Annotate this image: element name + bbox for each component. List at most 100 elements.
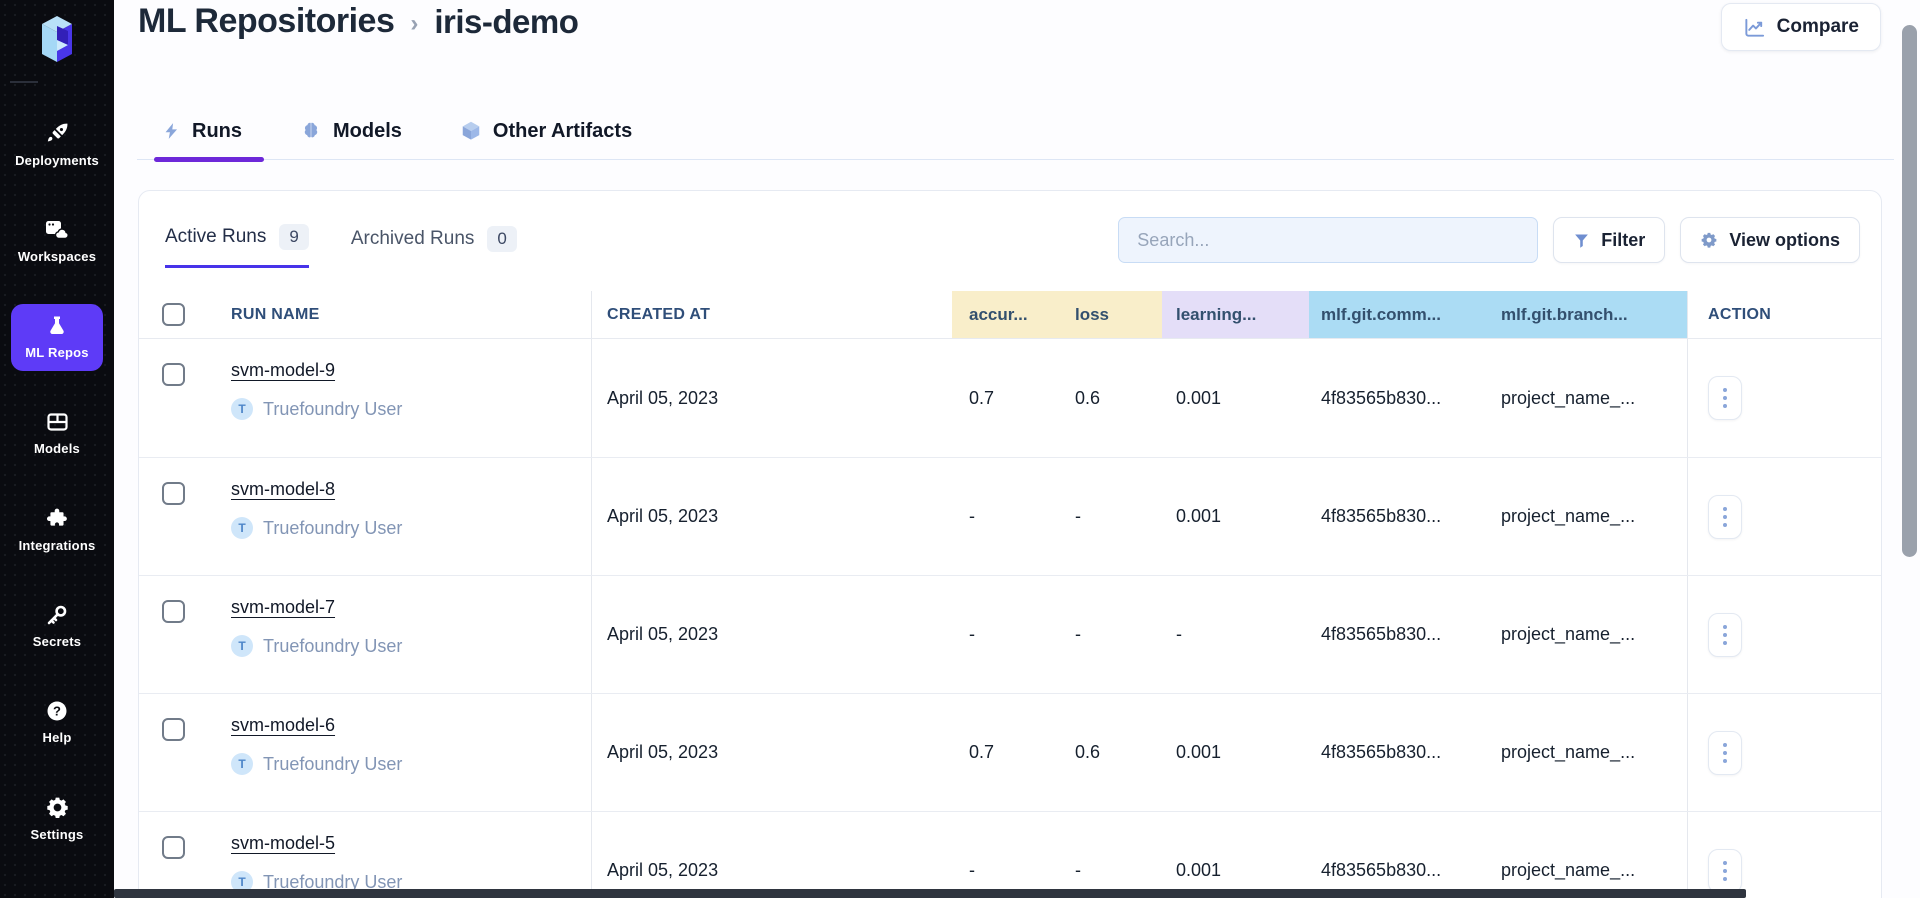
tab-runs[interactable]: Runs [154,102,264,162]
runs-toolbar: Active Runs 9 Archived Runs 0 Filter [139,191,1881,291]
git-commit-cell: 4f83565b830... [1321,387,1442,408]
truefoundry-logo[interactable] [28,12,86,71]
loss-cell: 0.6 [1075,387,1101,408]
row-actions-button[interactable] [1708,730,1742,775]
key-icon [47,605,67,625]
git-branch-cell: project_name_... [1501,742,1636,762]
ellipsis-icon [1723,742,1727,747]
run-name-link[interactable]: svm-model-6 [231,715,336,735]
filter-button[interactable]: Filter [1553,217,1666,263]
flask-icon [50,316,64,334]
created-at-cell: April 05, 2023 [607,624,719,644]
run-name-link[interactable]: svm-model-7 [231,597,336,617]
accuracy-cell: 0.7 [969,387,995,408]
table-row: svm-model-5 T Truefoundry User April 05,… [139,811,1881,898]
table-body: svm-model-9 T Truefoundry User April 05,… [139,339,1881,898]
toolbar-actions: Filter View options [1118,217,1860,263]
user-name: Truefoundry User [263,398,403,419]
sidebar-item-workspaces[interactable]: Workspaces [11,208,103,275]
sidebar-item-label: Secrets [32,634,82,649]
run-name-link[interactable]: svm-model-5 [231,833,336,853]
run-owner: T Truefoundry User [231,517,402,539]
sidebar-item-integrations[interactable]: Integrations [11,496,103,564]
archived-runs-count-badge: 0 [487,225,517,252]
breadcrumb-root[interactable]: ML Repositories [138,2,395,40]
sidebar-nav: Deployments Workspaces ML Repos Mod [0,111,114,882]
git-branch-cell: project_name_... [1501,387,1636,408]
sidebar-item-ml-repos[interactable]: ML Repos [11,304,103,371]
run-owner: T Truefoundry User [231,398,402,420]
subtab-label: Archived Runs [350,227,475,249]
sidebar-item-secrets[interactable]: Secrets [11,593,103,660]
breadcrumb-separator-icon: › [410,9,419,37]
gear-icon [46,797,68,819]
run-name-link[interactable]: svm-model-8 [231,479,336,499]
git-commit-cell: 4f83565b830... [1321,506,1442,526]
svg-text:?: ? [53,704,61,719]
column-header-accuracy[interactable]: accur... [969,304,1028,324]
ellipsis-icon [1723,506,1727,511]
subtab-active-runs[interactable]: Active Runs 9 [165,224,309,268]
sidebar-item-deployments[interactable]: Deployments [11,111,103,179]
vertical-scrollbar-thumb[interactable] [1902,25,1917,557]
column-header-loss[interactable]: loss [1075,304,1110,324]
row-actions-button[interactable] [1708,848,1742,893]
table-row: svm-model-7 T Truefoundry User April 05,… [139,575,1881,693]
sidebar-item-label: Settings [30,827,84,842]
user-avatar: T [231,517,253,539]
column-header-run-name[interactable]: RUN NAME [231,305,320,323]
row-actions-button[interactable] [1708,494,1742,539]
user-name: Truefoundry User [263,517,403,538]
search-input[interactable] [1118,217,1539,263]
column-header-action: ACTION [1708,305,1772,323]
ellipsis-icon [1723,624,1727,629]
sidebar-item-help[interactable]: ? Help [11,689,103,756]
filter-button-label: Filter [1601,229,1646,250]
column-header-learning-rate[interactable]: learning... [1176,304,1257,324]
tab-label: Other Artifacts [492,120,633,142]
run-subtabs: Active Runs 9 Archived Runs 0 [160,217,517,268]
sidebar-item-label: Workspaces [17,249,97,264]
learning-rate-cell: - [1176,624,1182,644]
column-header-created-at[interactable]: CREATED AT [607,305,711,323]
runs-table: RUN NAME CREATED AT accur... loss learni… [139,291,1881,898]
question-icon: ? [47,701,67,721]
learning-rate-cell: 0.001 [1176,860,1222,880]
horizontal-scrollbar-thumb[interactable] [114,889,1746,898]
select-all-checkbox[interactable] [161,303,185,326]
column-header-git-commit[interactable]: mlf.git.comm... [1321,304,1441,324]
view-options-button[interactable]: View options [1680,217,1860,263]
created-at-cell: April 05, 2023 [607,387,719,408]
row-checkbox[interactable] [161,363,185,386]
table-row: svm-model-8 T Truefoundry User April 05,… [139,457,1881,575]
git-branch-cell: project_name_... [1501,624,1636,644]
column-header-git-branch[interactable]: mlf.git.branch... [1501,304,1628,324]
sidebar-item-models[interactable]: Models [11,400,103,467]
sidebar-item-label: Deployments [15,153,99,168]
row-actions-button[interactable] [1708,612,1742,657]
compare-button[interactable]: Compare [1720,3,1881,51]
row-checkbox[interactable] [161,836,185,859]
row-checkbox[interactable] [161,482,185,505]
git-commit-cell: 4f83565b830... [1321,860,1442,880]
sidebar-item-settings[interactable]: Settings [11,785,103,853]
row-checkbox[interactable] [161,718,185,741]
subtab-archived-runs[interactable]: Archived Runs 0 [351,224,517,268]
user-avatar: T [231,753,253,775]
accuracy-cell: - [969,860,975,880]
tab-label: Models [333,120,402,142]
tab-other-artifacts[interactable]: Other Artifacts [460,102,632,159]
compare-chart-icon [1745,18,1764,37]
row-checkbox[interactable] [161,600,185,623]
tab-models[interactable]: Models [300,102,402,159]
accuracy-cell: 0.7 [969,742,995,762]
user-avatar: T [231,635,253,657]
row-actions-button[interactable] [1708,376,1742,420]
learning-rate-cell: 0.001 [1176,387,1222,408]
main-content: ML Repositories › iris-demo Compare Runs [114,0,1920,898]
run-name-link[interactable]: svm-model-9 [231,360,336,380]
created-at-cell: April 05, 2023 [607,742,719,762]
loss-cell: - [1075,860,1081,880]
user-name: Truefoundry User [263,871,403,892]
created-at-cell: April 05, 2023 [607,506,719,526]
